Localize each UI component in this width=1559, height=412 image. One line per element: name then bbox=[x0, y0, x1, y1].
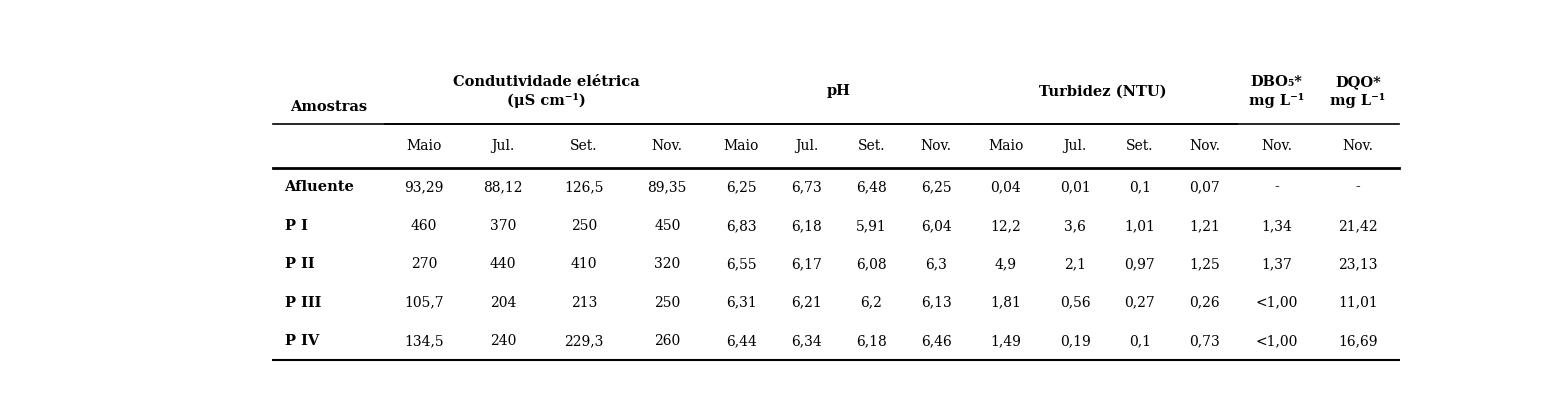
Text: Afluente: Afluente bbox=[285, 180, 354, 194]
Text: 6,48: 6,48 bbox=[856, 180, 887, 194]
Text: 6,83: 6,83 bbox=[726, 219, 756, 233]
Text: Jul.: Jul. bbox=[795, 139, 818, 153]
Text: 21,42: 21,42 bbox=[1338, 219, 1378, 233]
Text: 105,7: 105,7 bbox=[404, 296, 444, 310]
Text: Nov.: Nov. bbox=[1190, 139, 1221, 153]
Text: 6,31: 6,31 bbox=[726, 296, 756, 310]
Text: -: - bbox=[1274, 180, 1278, 194]
Text: <1,00: <1,00 bbox=[1255, 296, 1297, 310]
Text: DQO*
mg L⁻¹: DQO* mg L⁻¹ bbox=[1330, 75, 1386, 108]
Text: 6,25: 6,25 bbox=[921, 180, 951, 194]
Text: pH: pH bbox=[826, 84, 851, 98]
Text: Maio: Maio bbox=[407, 139, 441, 153]
Text: 6,21: 6,21 bbox=[790, 296, 822, 310]
Text: Turbidez (NTU): Turbidez (NTU) bbox=[1040, 84, 1166, 98]
Text: 1,81: 1,81 bbox=[990, 296, 1021, 310]
Text: 2,1: 2,1 bbox=[1065, 258, 1087, 272]
Text: 6,3: 6,3 bbox=[924, 258, 946, 272]
Text: 250: 250 bbox=[571, 219, 597, 233]
Text: 270: 270 bbox=[412, 258, 437, 272]
Text: 6,08: 6,08 bbox=[856, 258, 887, 272]
Text: 450: 450 bbox=[655, 219, 680, 233]
Text: Set.: Set. bbox=[857, 139, 886, 153]
Text: 204: 204 bbox=[490, 296, 516, 310]
Text: 370: 370 bbox=[490, 219, 516, 233]
Text: 0,26: 0,26 bbox=[1190, 296, 1221, 310]
Text: P I: P I bbox=[285, 219, 307, 233]
Text: Set.: Set. bbox=[1126, 139, 1154, 153]
Text: 88,12: 88,12 bbox=[483, 180, 522, 194]
Text: 23,13: 23,13 bbox=[1338, 258, 1378, 272]
Text: 6,73: 6,73 bbox=[790, 180, 822, 194]
Text: 11,01: 11,01 bbox=[1338, 296, 1378, 310]
Text: 1,37: 1,37 bbox=[1261, 258, 1292, 272]
Text: 0,56: 0,56 bbox=[1060, 296, 1090, 310]
Text: Jul.: Jul. bbox=[1063, 139, 1087, 153]
Text: Condutividade elétrica
(μS cm⁻¹): Condutividade elétrica (μS cm⁻¹) bbox=[454, 75, 641, 108]
Text: 1,34: 1,34 bbox=[1261, 219, 1292, 233]
Text: 6,13: 6,13 bbox=[921, 296, 951, 310]
Text: 6,44: 6,44 bbox=[726, 334, 756, 348]
Text: Nov.: Nov. bbox=[1261, 139, 1292, 153]
Text: 89,35: 89,35 bbox=[647, 180, 688, 194]
Text: P III: P III bbox=[285, 296, 321, 310]
Text: 5,91: 5,91 bbox=[856, 219, 887, 233]
Text: 1,49: 1,49 bbox=[990, 334, 1021, 348]
Text: Amostras: Amostras bbox=[290, 100, 368, 114]
Text: 4,9: 4,9 bbox=[995, 258, 1016, 272]
Text: DBO₅*
mg L⁻¹: DBO₅* mg L⁻¹ bbox=[1249, 75, 1305, 108]
Text: Jul.: Jul. bbox=[491, 139, 514, 153]
Text: -: - bbox=[1355, 180, 1359, 194]
Text: 320: 320 bbox=[655, 258, 680, 272]
Text: 0,27: 0,27 bbox=[1124, 296, 1155, 310]
Text: <1,00: <1,00 bbox=[1255, 334, 1297, 348]
Text: 440: 440 bbox=[490, 258, 516, 272]
Text: 16,69: 16,69 bbox=[1338, 334, 1378, 348]
Text: Maio: Maio bbox=[723, 139, 759, 153]
Text: 0,97: 0,97 bbox=[1124, 258, 1155, 272]
Text: 126,5: 126,5 bbox=[564, 180, 603, 194]
Text: 1,01: 1,01 bbox=[1124, 219, 1155, 233]
Text: 0,07: 0,07 bbox=[1190, 180, 1221, 194]
Text: 213: 213 bbox=[571, 296, 597, 310]
Text: 1,25: 1,25 bbox=[1190, 258, 1221, 272]
Text: P IV: P IV bbox=[285, 334, 318, 348]
Text: 6,18: 6,18 bbox=[856, 334, 887, 348]
Text: 240: 240 bbox=[490, 334, 516, 348]
Text: 0,1: 0,1 bbox=[1129, 334, 1151, 348]
Text: 250: 250 bbox=[655, 296, 680, 310]
Text: 229,3: 229,3 bbox=[564, 334, 603, 348]
Text: 460: 460 bbox=[412, 219, 437, 233]
Text: 3,6: 3,6 bbox=[1065, 219, 1087, 233]
Text: 0,19: 0,19 bbox=[1060, 334, 1090, 348]
Text: Nov.: Nov. bbox=[652, 139, 683, 153]
Text: Set.: Set. bbox=[571, 139, 597, 153]
Text: 6,25: 6,25 bbox=[726, 180, 756, 194]
Text: 0,01: 0,01 bbox=[1060, 180, 1090, 194]
Text: 6,17: 6,17 bbox=[790, 258, 822, 272]
Text: Nov.: Nov. bbox=[1342, 139, 1373, 153]
Text: 12,2: 12,2 bbox=[990, 219, 1021, 233]
Text: Maio: Maio bbox=[988, 139, 1023, 153]
Text: 260: 260 bbox=[655, 334, 680, 348]
Text: 134,5: 134,5 bbox=[404, 334, 444, 348]
Text: 1,21: 1,21 bbox=[1190, 219, 1221, 233]
Text: 93,29: 93,29 bbox=[404, 180, 444, 194]
Text: 6,18: 6,18 bbox=[790, 219, 822, 233]
Text: 6,55: 6,55 bbox=[726, 258, 756, 272]
Text: Nov.: Nov. bbox=[920, 139, 951, 153]
Text: 410: 410 bbox=[571, 258, 597, 272]
Text: 6,2: 6,2 bbox=[861, 296, 882, 310]
Text: 6,04: 6,04 bbox=[921, 219, 951, 233]
Text: 0,04: 0,04 bbox=[990, 180, 1021, 194]
Text: 0,1: 0,1 bbox=[1129, 180, 1151, 194]
Text: P II: P II bbox=[285, 258, 315, 272]
Text: 6,46: 6,46 bbox=[921, 334, 951, 348]
Text: 0,73: 0,73 bbox=[1190, 334, 1221, 348]
Text: 6,34: 6,34 bbox=[790, 334, 822, 348]
